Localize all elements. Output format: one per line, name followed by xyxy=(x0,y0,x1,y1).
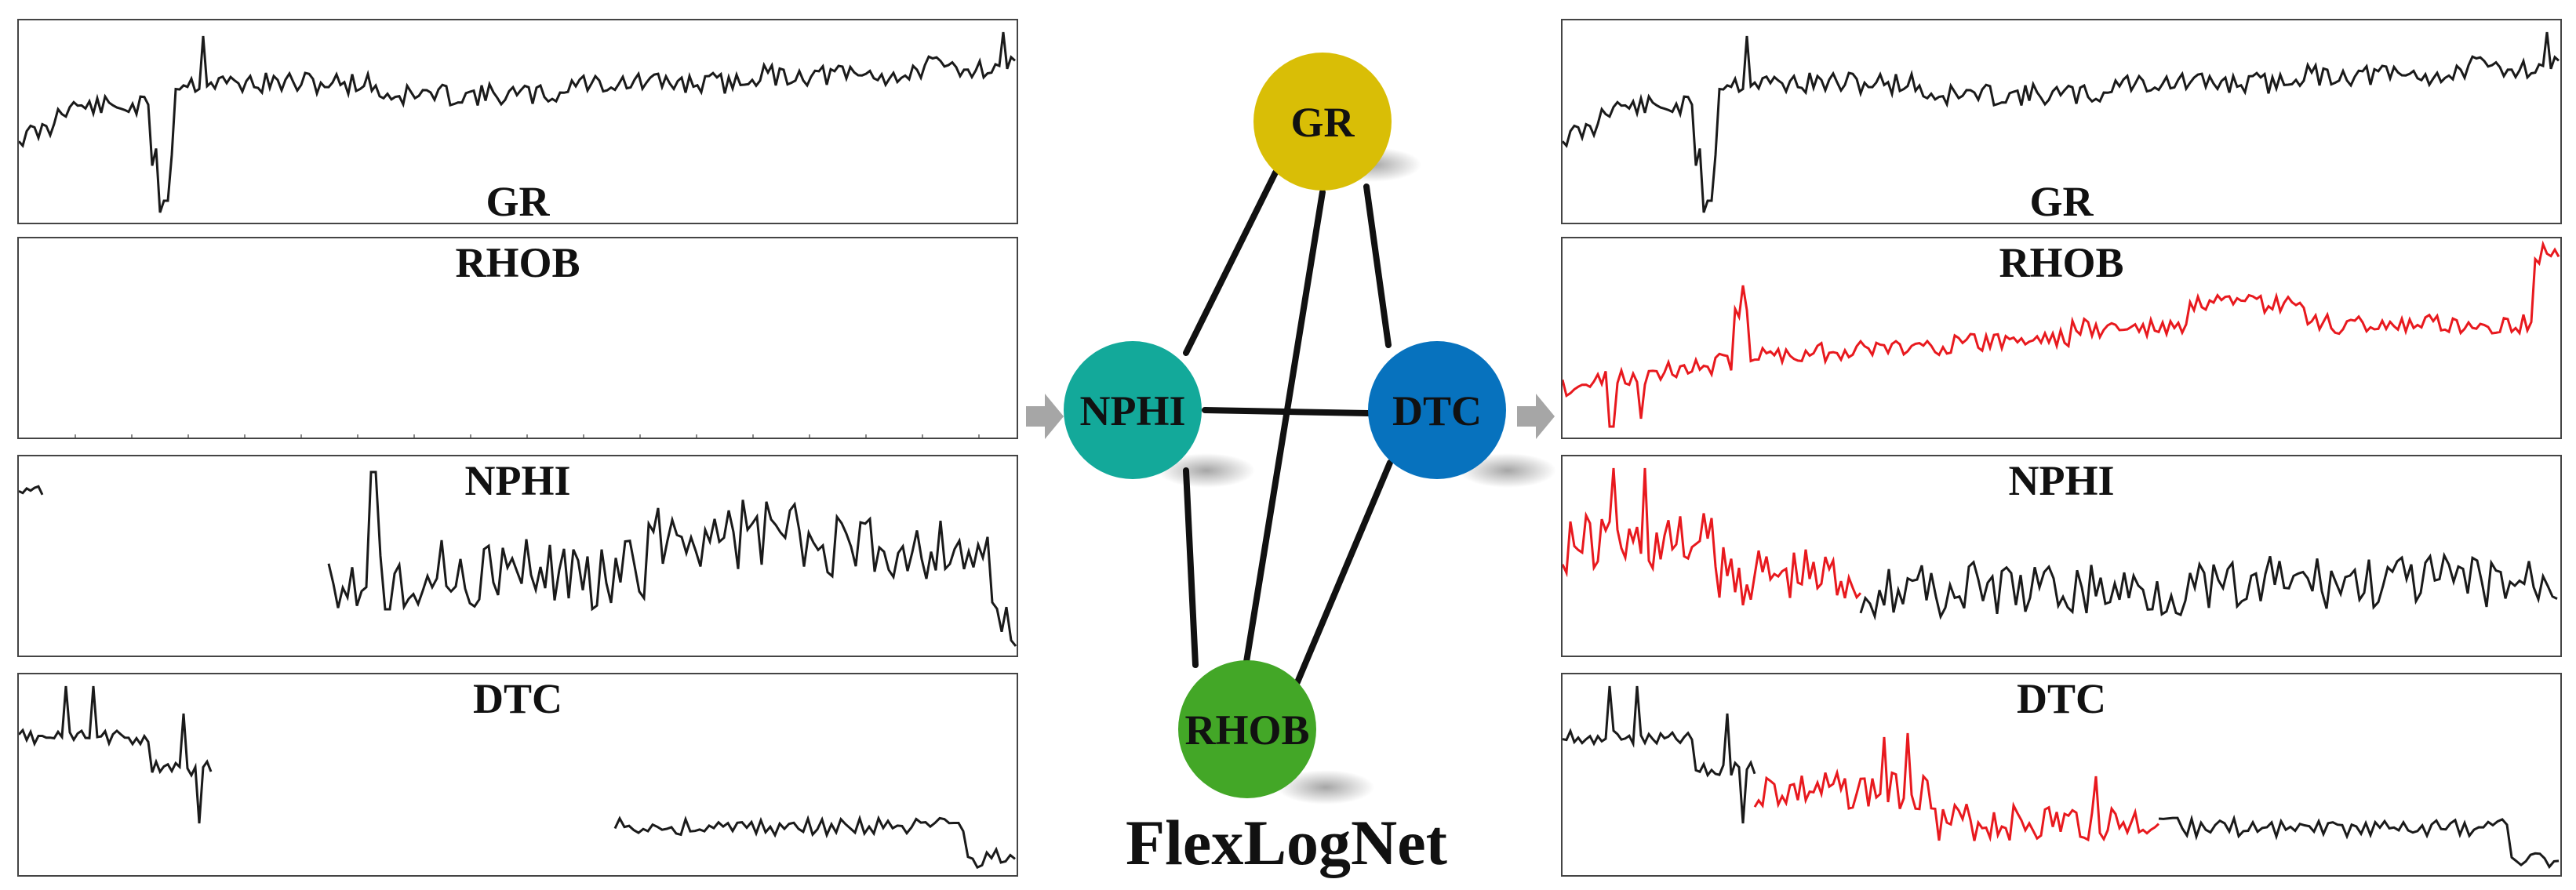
edge-dtc-rhob xyxy=(1294,460,1393,685)
input-nphi-trace xyxy=(19,470,1017,647)
output-arrow xyxy=(1517,394,1555,439)
edge-nphi-dtc xyxy=(1202,407,1371,416)
output-nphi-trace xyxy=(1563,467,2558,621)
output-panel-nphi: NPHI xyxy=(1561,455,2562,657)
output-panel-rhob: RHOB xyxy=(1561,237,2562,439)
log-graph: GR NPHI DTC RHOB xyxy=(1064,53,1556,805)
node-dtc: DTC xyxy=(1368,341,1506,479)
input-arrow xyxy=(1026,394,1064,439)
output-nphi-label: NPHI xyxy=(2008,457,2115,504)
output-dtc-label: DTC xyxy=(2016,675,2106,722)
input-panel-dtc: DTC xyxy=(17,673,1018,877)
input-gr-label: GR xyxy=(486,178,550,225)
output-dtc-trace xyxy=(1563,685,2560,870)
input-panel-gr: GR xyxy=(17,19,1018,224)
output-panel-gr: GR xyxy=(1561,19,2562,224)
input-dtc-trace xyxy=(19,685,1016,870)
svg-text:RHOB: RHOB xyxy=(1184,707,1309,754)
node-gr: GR xyxy=(1253,53,1392,191)
svg-text:GR: GR xyxy=(1291,99,1355,146)
edge-gr-nphi xyxy=(1183,169,1279,356)
edge-nphi-rhob xyxy=(1183,467,1199,668)
output-rhob-trace xyxy=(1563,240,2560,428)
node-nphi: NPHI xyxy=(1064,341,1202,479)
output-panel-dtc: DTC xyxy=(1561,673,2562,877)
edge-gr-rhob xyxy=(1243,189,1326,670)
output-gr-label: GR xyxy=(2029,178,2094,225)
input-nphi-label: NPHI xyxy=(464,457,571,504)
output-gr-trace xyxy=(1563,31,2560,213)
input-panel-nphi: NPHI xyxy=(17,455,1018,657)
svg-text:DTC: DTC xyxy=(1392,387,1482,434)
node-rhob: RHOB xyxy=(1178,660,1316,798)
input-panel-rhob: RHOB xyxy=(17,237,1018,439)
input-dtc-label: DTC xyxy=(472,675,562,722)
input-rhob-trace xyxy=(75,434,980,438)
output-rhob-label: RHOB xyxy=(1999,239,2124,286)
model-title: FlexLogNet xyxy=(1126,807,1447,878)
input-rhob-label: RHOB xyxy=(455,239,580,286)
svg-text:NPHI: NPHI xyxy=(1080,387,1186,434)
edge-gr-dtc xyxy=(1363,183,1392,348)
input-gr-trace xyxy=(19,31,1017,213)
